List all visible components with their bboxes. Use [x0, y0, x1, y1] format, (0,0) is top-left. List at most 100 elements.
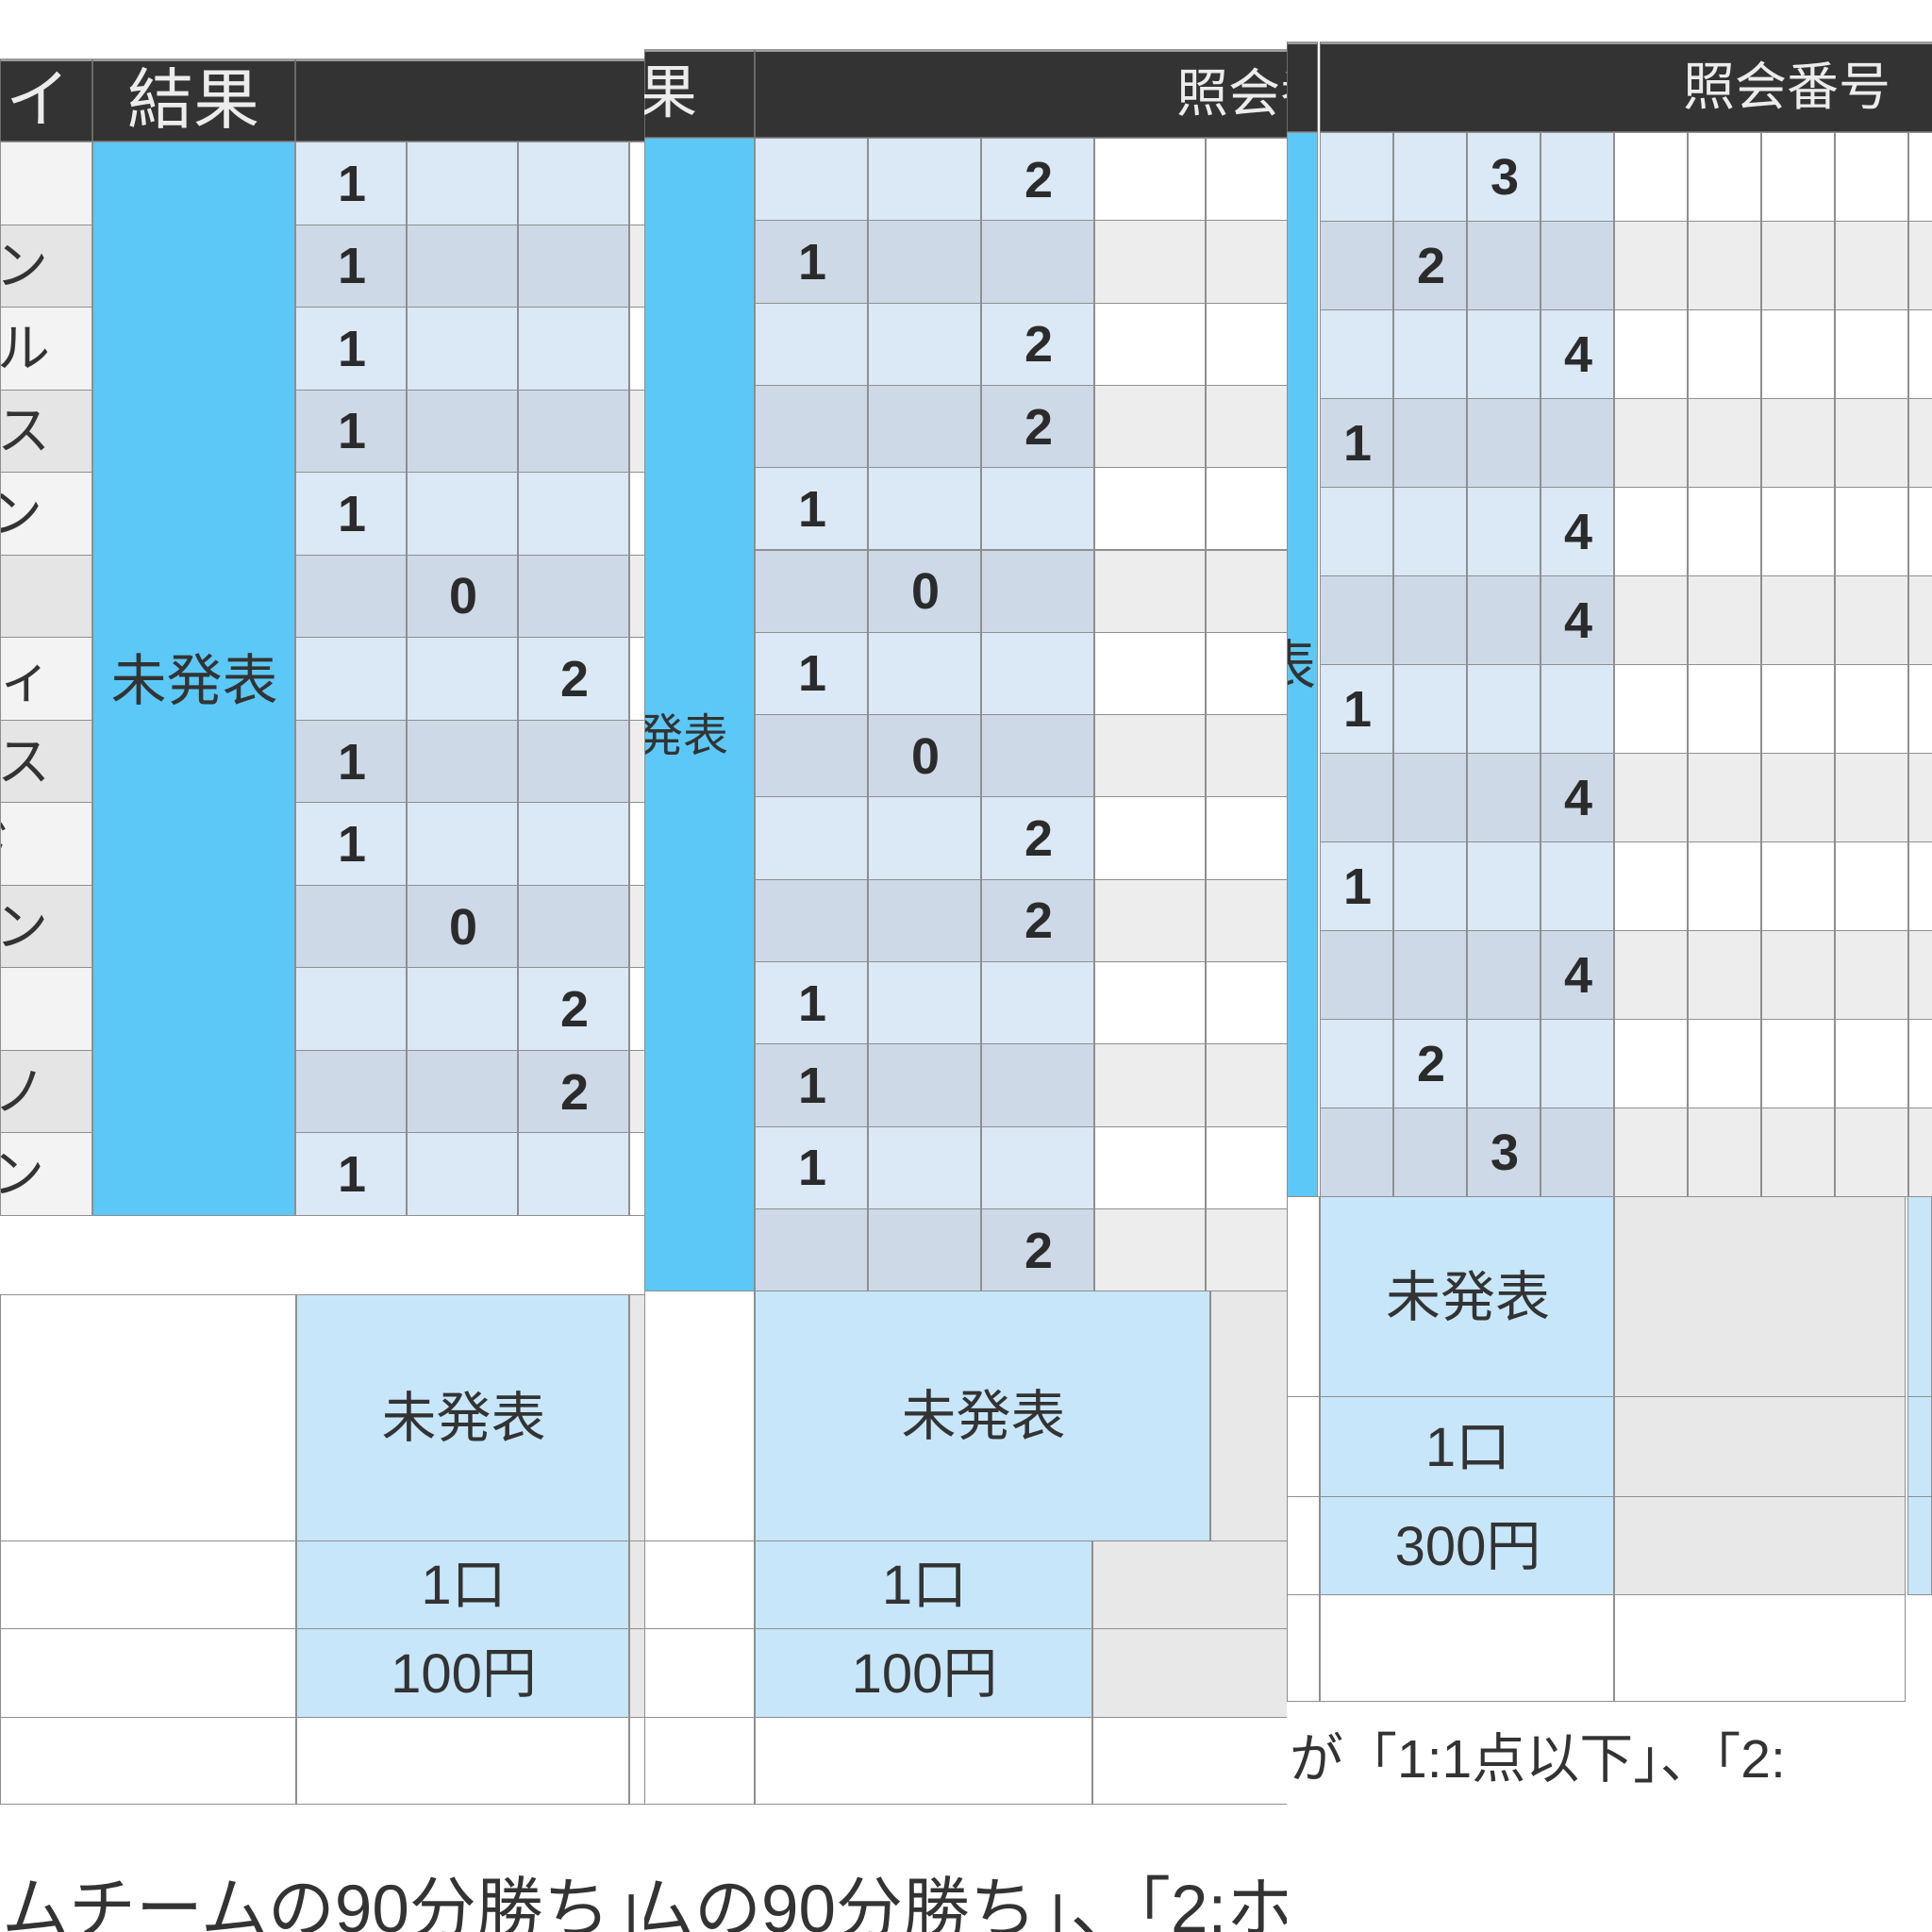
header-team-label: アウェイ: [0, 64, 71, 136]
prediction-cell: 4: [1541, 753, 1614, 842]
empty-result-cell: [1688, 487, 1761, 576]
prediction-cell: [755, 549, 868, 633]
team-name-cell: ド: [0, 802, 92, 886]
empty-result-cell: [1688, 930, 1761, 1020]
prediction-cell: [981, 220, 1094, 304]
prediction-cell: [1393, 487, 1467, 576]
empty-result-cell: [1094, 1208, 1206, 1292]
empty-result-cell: [1908, 664, 1932, 754]
prediction-cell: [981, 961, 1094, 1045]
empty-result-cell: [1835, 575, 1908, 665]
team-name-cell: ン: [0, 1132, 92, 1216]
prediction-cell: 2: [1393, 221, 1467, 310]
empty-result-cell: [1206, 549, 1287, 633]
prediction-cell: [1393, 575, 1467, 665]
prediction-cell: 1: [295, 802, 407, 886]
prediction-cell: [981, 714, 1094, 798]
prediction-cell: 4: [1541, 487, 1614, 576]
empty-result-cell: [1688, 132, 1761, 222]
prediction-cell: [981, 467, 1094, 551]
summary-label-cell: 予想購入口数: [0, 1541, 296, 1629]
prediction-value: 0: [448, 568, 478, 625]
summary-label-cell: 合計金額: [1287, 1594, 1320, 1702]
empty-result-cell: [1094, 1043, 1206, 1127]
empty-result-cell: [1761, 1019, 1835, 1108]
empty-result-cell: [1094, 631, 1206, 716]
prediction-cell: 1: [295, 307, 407, 391]
ticket-panel-left: アウェイ結果照会番号1ン1ル1ス1ン10ィ2ス1ド1ン02ノ2ン1未発表当たりの…: [0, 0, 651, 1932]
prediction-value: 1: [337, 320, 367, 377]
empty-result-cell: [1835, 398, 1908, 488]
prediction-value: 4: [1563, 947, 1593, 1004]
empty-result-cell: [1908, 309, 1932, 399]
empty-result-cell: [1614, 398, 1688, 488]
prediction-cell: [981, 1125, 1094, 1209]
prediction-cell: [868, 961, 981, 1045]
prediction-value: 1: [1342, 858, 1373, 915]
prediction-cell: 1: [755, 467, 868, 551]
header-inquiry-label: 照会番号: [295, 74, 651, 127]
prediction-cell: [1320, 1108, 1393, 1197]
prediction-value: 2: [1024, 892, 1054, 950]
prediction-value: 3: [1490, 149, 1520, 206]
prediction-value: 2: [559, 981, 590, 1039]
prediction-value: 1: [337, 155, 367, 212]
empty-result-cell: [1908, 132, 1932, 222]
summary-filler-cell: [1210, 1291, 1287, 1541]
prediction-cell: [1467, 309, 1541, 399]
empty-result-cell: [1908, 398, 1932, 488]
prediction-cell: [1320, 221, 1393, 310]
prediction-cell: 4: [1541, 930, 1614, 1020]
summary-label-cell: 小計金額: [0, 1628, 296, 1718]
summary-label-cell: 予想購入口数: [1287, 1396, 1320, 1497]
summary-label-cell: 当たりの数: [644, 1291, 755, 1541]
prediction-cell: [1320, 309, 1393, 399]
prediction-cell: [1467, 1019, 1541, 1108]
empty-result-cell: [1761, 398, 1835, 488]
summary-filler-cell: [1092, 1628, 1287, 1718]
prediction-cell: 2: [518, 1049, 629, 1134]
prediction-cell: [407, 1049, 518, 1134]
prediction-cell: [518, 802, 629, 886]
prediction-cell: 1: [1320, 398, 1393, 488]
prediction-cell: [868, 138, 981, 222]
prediction-cell: [1467, 664, 1541, 754]
prediction-cell: 0: [868, 549, 981, 633]
prediction-cell: [1393, 1108, 1467, 1197]
empty-result-cell: [1206, 1208, 1287, 1292]
prediction-cell: 0: [407, 554, 518, 639]
empty-result-cell: [1688, 575, 1761, 665]
prediction-cell: 1: [295, 1132, 407, 1216]
empty-result-cell: [1761, 132, 1835, 222]
prediction-cell: [518, 472, 629, 556]
prediction-cell: [407, 1132, 518, 1216]
prediction-cell: [755, 796, 868, 880]
summary-label-cell: 当たりの数: [0, 1294, 296, 1541]
prediction-value: 1: [1342, 681, 1373, 738]
empty-result-cell: [1835, 753, 1908, 842]
prediction-value: 2: [559, 651, 590, 708]
empty-result-cell: [1614, 664, 1688, 754]
empty-result-cell: [1835, 132, 1908, 222]
empty-result-cell: [1614, 221, 1688, 310]
prediction-value: 4: [1563, 326, 1593, 383]
prediction-cell: [1467, 841, 1541, 931]
prediction-cell: [868, 1208, 981, 1292]
prediction-value: 4: [1563, 770, 1593, 826]
prediction-cell: 2: [981, 384, 1094, 469]
empty-result-cell: [1206, 714, 1287, 798]
prediction-value: 1: [337, 1146, 367, 1204]
empty-result-cell: [1206, 1043, 1287, 1127]
empty-result-cell: [1835, 930, 1908, 1020]
summary-value: 1口: [421, 1555, 507, 1616]
summary-filler-cell: [1614, 1496, 1906, 1595]
summary-value-cell: 1口: [1320, 1396, 1614, 1497]
header-result-cell: [92, 58, 295, 142]
summary-filler-cell: [1092, 1717, 1287, 1805]
prediction-cell: [1393, 398, 1467, 488]
team-name-cell: ス: [0, 719, 92, 804]
prediction-cell: 2: [981, 878, 1094, 962]
summary-value-cell: 未発表: [1320, 1196, 1614, 1397]
prediction-cell: [407, 142, 518, 225]
prediction-cell: 1: [1320, 664, 1393, 754]
